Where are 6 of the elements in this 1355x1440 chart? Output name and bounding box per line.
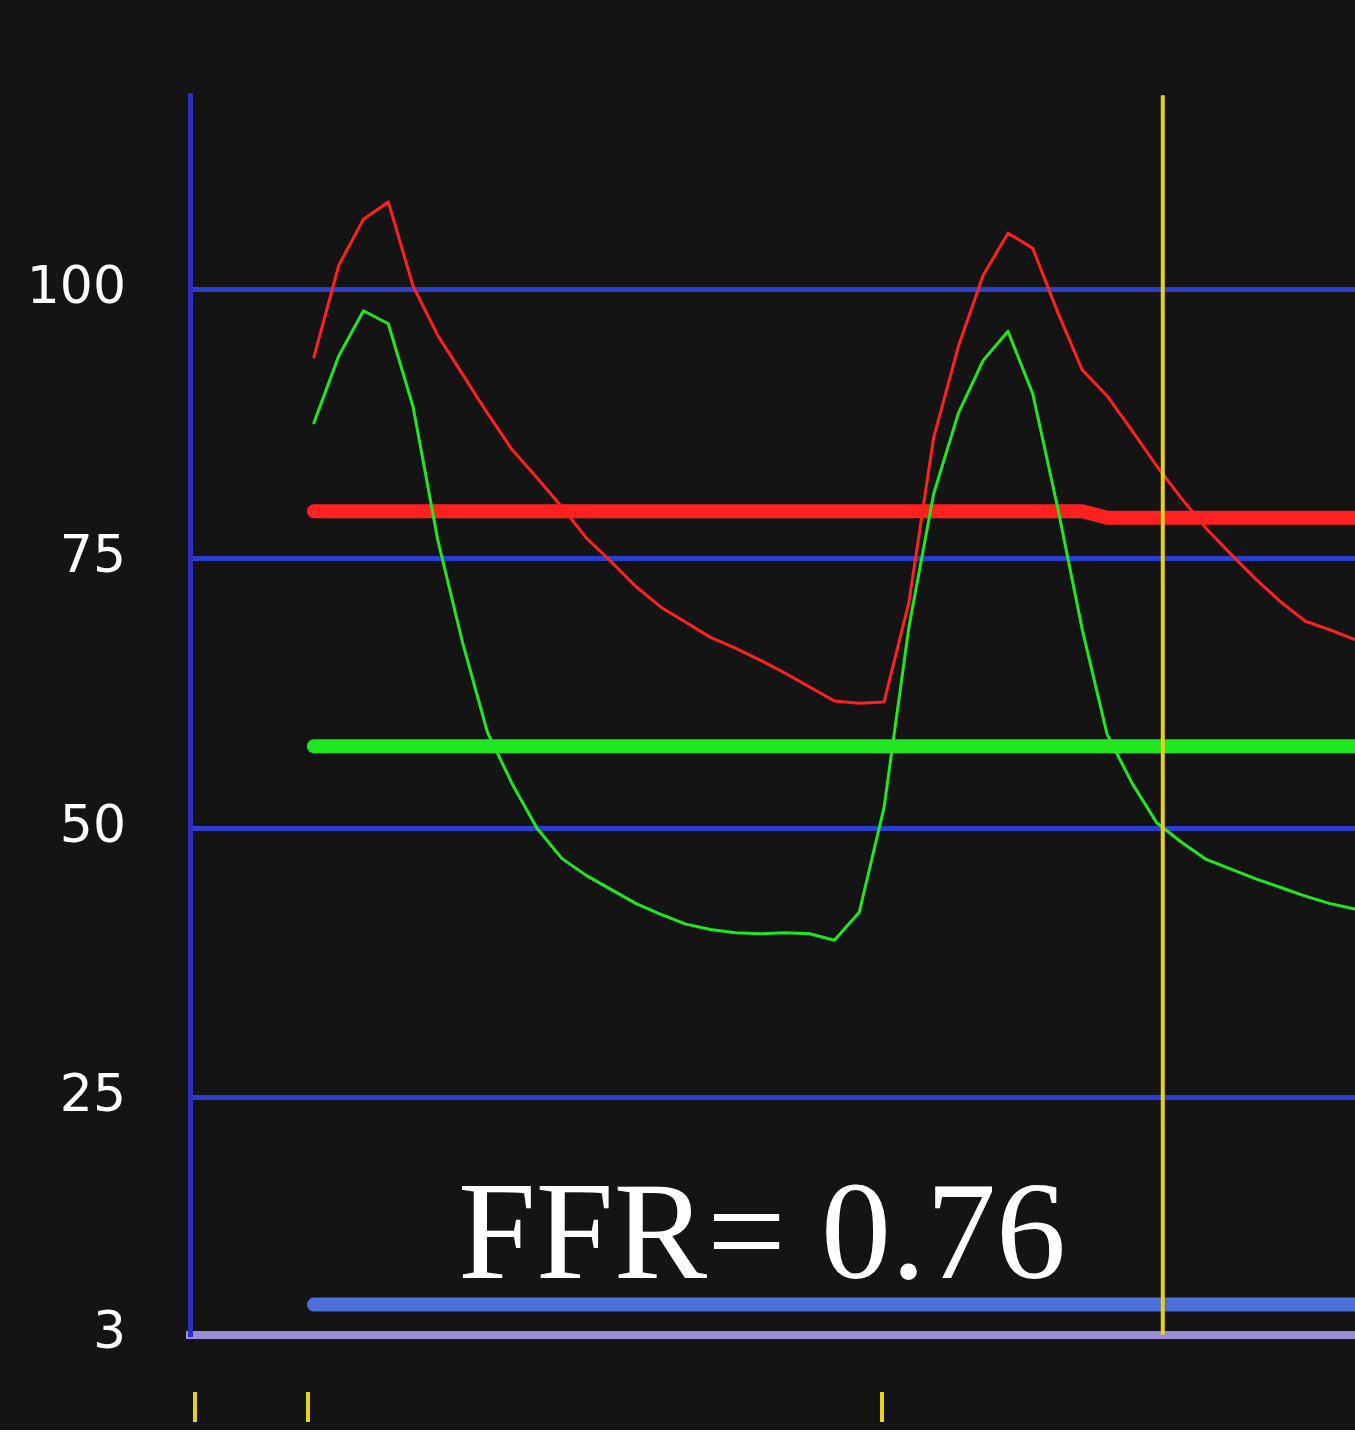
annotation: FFR= 0.76: [457, 1153, 1067, 1308]
y-tick-label: 50: [59, 793, 126, 854]
y-tick-label: 25: [59, 1063, 126, 1124]
y-tick-label: 75: [59, 524, 126, 585]
y-tick-label: 3: [92, 1300, 126, 1361]
y-tick-label: 100: [26, 254, 126, 315]
